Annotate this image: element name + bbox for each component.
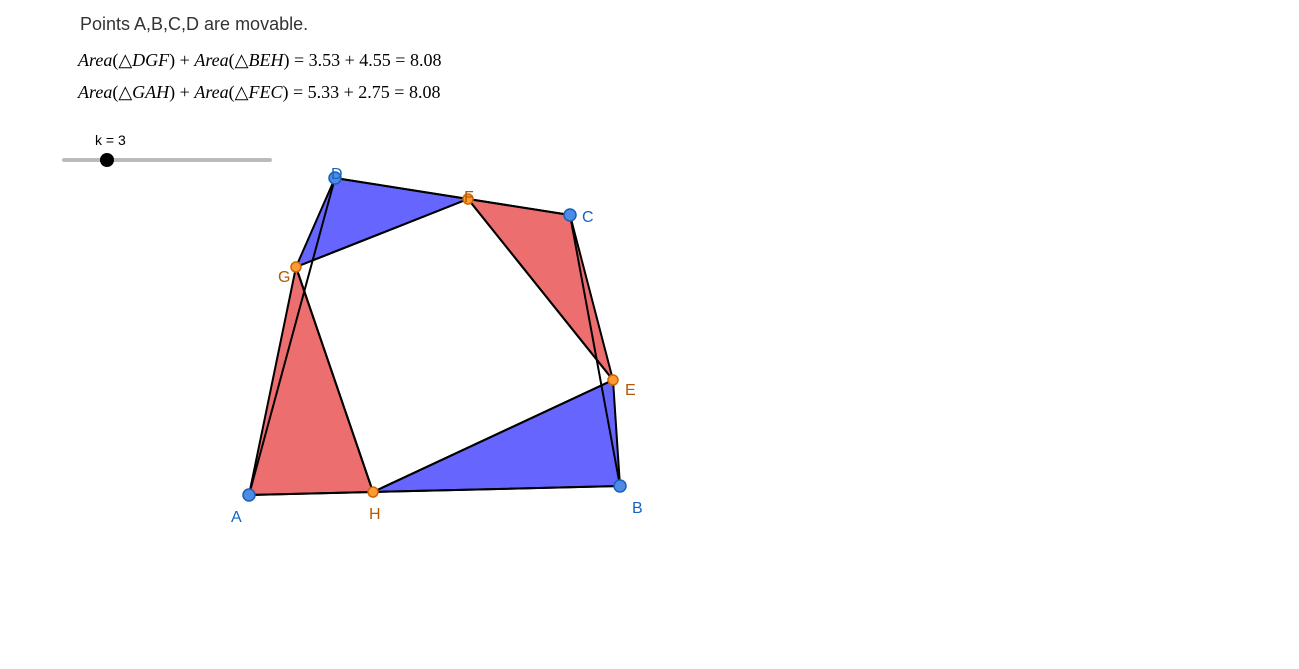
point-E (608, 375, 618, 385)
point-label-C: C (582, 209, 594, 227)
point-C[interactable] (564, 209, 576, 221)
point-B[interactable] (614, 480, 626, 492)
point-label-D: D (331, 166, 343, 184)
point-A[interactable] (243, 489, 255, 501)
point-label-G: G (278, 269, 290, 287)
triangle-GAH (249, 267, 373, 495)
point-label-F: F (464, 189, 474, 207)
point-label-H: H (369, 506, 381, 524)
point-G (291, 262, 301, 272)
point-label-B: B (632, 500, 643, 518)
point-H (368, 487, 378, 497)
point-label-A: A (231, 509, 242, 527)
triangle-DGF (296, 178, 468, 267)
geometry-canvas[interactable] (0, 0, 1299, 669)
point-label-E: E (625, 382, 636, 400)
